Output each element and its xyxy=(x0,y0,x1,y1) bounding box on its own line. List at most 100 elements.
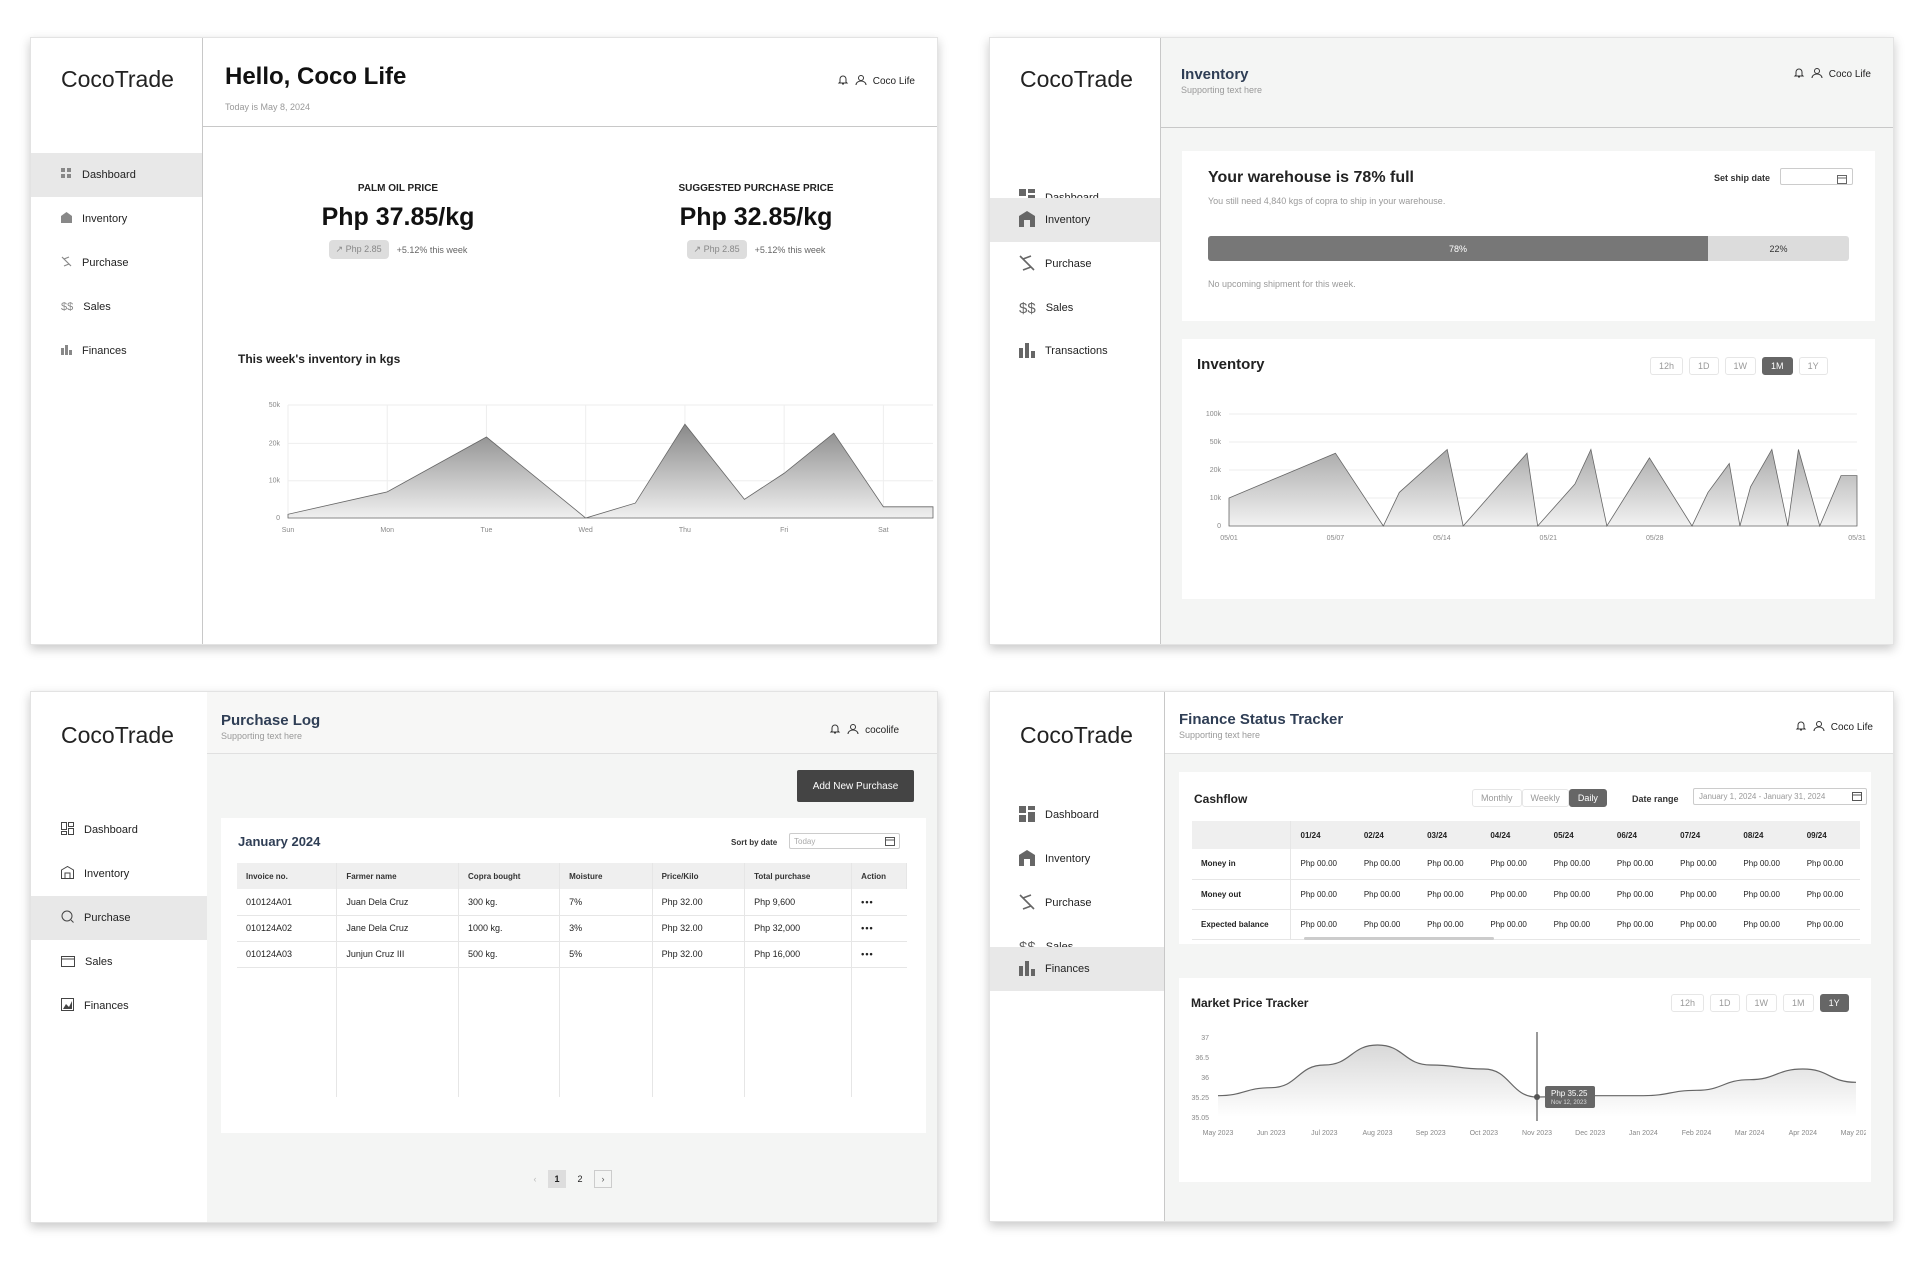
sidebar-item-label: Dashboard xyxy=(84,824,138,836)
column-header: Farmer name xyxy=(336,863,460,889)
page-button-2[interactable]: 2 xyxy=(577,1174,583,1184)
page-button-1[interactable]: 1 xyxy=(548,1170,566,1188)
range-selector: 12h 1D 1W 1M 1Y xyxy=(1650,357,1828,375)
sidebar-item-purchase[interactable]: Purchase xyxy=(31,241,202,285)
column-header: 08/24 xyxy=(1743,830,1764,840)
sidebar-item-inventory[interactable]: Inventory xyxy=(990,198,1160,242)
range-1w[interactable]: 1W xyxy=(1724,357,1757,375)
sort-label: Sort by date xyxy=(731,838,778,847)
row-label: Money in xyxy=(1192,849,1291,879)
date-text: Today is May 8, 2024 xyxy=(225,102,311,112)
table-cell: Php 00.00 xyxy=(1490,889,1527,899)
bell-icon[interactable] xyxy=(829,723,841,738)
table-cell: Php 00.00 xyxy=(1363,859,1401,869)
range-1d[interactable]: 1D xyxy=(1710,994,1740,1012)
date-range-input[interactable]: January 1, 2024 - January 31, 2024 xyxy=(1693,788,1867,805)
brand-logo: CocoTrade xyxy=(1020,722,1133,748)
sidebar-item-label: Dashboard xyxy=(82,169,136,181)
sidebar-item-purchase[interactable]: Purchase xyxy=(990,881,1164,925)
x-tick-label: Mar 2024 xyxy=(1735,1130,1765,1137)
y-tick-label: 10k xyxy=(269,478,281,485)
row-label: Money out xyxy=(1192,879,1291,909)
range-1w[interactable]: 1W xyxy=(1745,994,1778,1012)
range-1d[interactable]: 1D xyxy=(1689,357,1719,375)
user-name[interactable]: cocolife xyxy=(865,725,899,736)
range-12h[interactable]: 12h xyxy=(1650,357,1684,375)
range-12h[interactable]: 12h xyxy=(1671,994,1705,1012)
row-action-menu-icon[interactable]: ••• xyxy=(861,896,874,907)
sidebar-item-finances[interactable]: Finances xyxy=(990,947,1164,991)
sidebar-item-purchase[interactable]: Purchase xyxy=(31,896,207,940)
table-cell: 500 kg. xyxy=(458,941,561,967)
sidebar-item-transactions[interactable]: Transactions xyxy=(990,329,1160,373)
table-cell: Php 00.00 xyxy=(1616,889,1654,899)
user-name[interactable]: Coco Life xyxy=(872,76,915,87)
arrow-up-right-icon: ↗ xyxy=(335,244,344,254)
period-monthly[interactable]: Monthly xyxy=(1472,789,1522,807)
range-1m[interactable]: 1M xyxy=(1783,994,1814,1012)
inventory-window: CocoTrade Dashboard Inventory Purchase $… xyxy=(989,37,1894,645)
y-tick-label: 100k xyxy=(1206,411,1222,418)
price-value: Php 32.85/kg xyxy=(679,203,833,231)
period-daily[interactable]: Daily xyxy=(1568,789,1607,807)
range-1m[interactable]: 1M xyxy=(1762,357,1793,375)
row-action-menu-icon[interactable]: ••• xyxy=(861,949,874,959)
page-subtitle: Supporting text here xyxy=(1179,730,1261,740)
sidebar-item-label: Sales xyxy=(1045,302,1074,314)
sidebar-item-dashboard[interactable]: Dashboard xyxy=(31,808,207,852)
y-tick-label: 36.5 xyxy=(1195,1055,1209,1062)
x-tick-label: Aug 2023 xyxy=(1363,1130,1393,1137)
bell-icon[interactable] xyxy=(1793,67,1805,82)
table-row[interactable]: 010124A02 Jane Dela Cruz 1000 kg. 3% Php 32.… xyxy=(237,915,907,941)
sidebar-item-sales[interactable]: $$ Sales xyxy=(990,286,1160,330)
y-tick-label: 20k xyxy=(1210,467,1222,474)
add-new-purchase-button[interactable]: Add New Purchase xyxy=(797,770,914,802)
brand-logo: CocoTrade xyxy=(61,722,174,748)
sidebar-item-purchase[interactable]: Purchase xyxy=(990,242,1160,286)
table-cell: 010124A01 xyxy=(237,889,338,915)
chevron-right-icon[interactable]: › xyxy=(594,1170,612,1188)
shipment-note: No upcoming shipment for this week. xyxy=(1208,279,1356,289)
row-action-menu-icon[interactable]: ••• xyxy=(861,923,874,933)
dashboard-icon xyxy=(61,168,72,182)
table-cell: Php 00.00 xyxy=(1300,919,1337,929)
user-icon[interactable] xyxy=(1811,67,1823,82)
sidebar-item-inventory[interactable]: Inventory xyxy=(31,852,207,896)
user-icon[interactable] xyxy=(1813,720,1825,735)
sidebar-item-sales[interactable]: $$ Sales xyxy=(31,285,202,329)
table-cell: Php 00.00 xyxy=(1300,889,1337,899)
range-1y[interactable]: 1Y xyxy=(1819,994,1849,1012)
column-header: 05/24 xyxy=(1553,830,1574,840)
chevron-left-icon[interactable]: ‹ xyxy=(533,1174,537,1184)
price-delta: Php 2.85 xyxy=(345,244,382,254)
user-icon[interactable] xyxy=(855,74,867,89)
sidebar-item-dashboard[interactable]: Dashboard xyxy=(31,153,202,197)
inventory-main: Inventory Supporting text here Coco Life… xyxy=(1161,38,1893,644)
range-1y[interactable]: 1Y xyxy=(1798,357,1828,375)
sidebar-item-sales[interactable]: Sales xyxy=(31,940,207,984)
ship-date-input[interactable] xyxy=(1780,168,1853,185)
period-weekly[interactable]: Weekly xyxy=(1521,789,1569,807)
x-tick-label: Sun xyxy=(282,527,295,534)
bell-icon[interactable] xyxy=(1795,720,1807,735)
table-row[interactable]: 010124A01 Juan Dela Cruz 300 kg. 7% Php 32.0… xyxy=(237,889,907,915)
sidebar-item-label: Finances xyxy=(84,1000,129,1012)
sort-date-input[interactable]: Today xyxy=(789,833,900,849)
y-tick-label: 10k xyxy=(1210,495,1222,502)
sidebar-item-finances[interactable]: Finances xyxy=(31,984,207,1028)
table-row[interactable]: 010124A03 Junjun Cruz III 500 kg. 5% Php 32.… xyxy=(237,941,907,967)
bell-icon[interactable] xyxy=(837,74,849,89)
horizontal-scrollbar[interactable] xyxy=(1304,937,1494,940)
user-name[interactable]: Coco Life xyxy=(1830,722,1873,733)
column-header: 04/24 xyxy=(1490,830,1511,840)
sidebar-item-label: Purchase xyxy=(84,912,131,924)
user-name[interactable]: Coco Life xyxy=(1828,69,1871,80)
sidebar-item-inventory[interactable]: Inventory xyxy=(31,197,202,241)
sidebar-item-finances[interactable]: Finances xyxy=(31,329,202,373)
sidebar-item-inventory[interactable]: Inventory xyxy=(990,837,1164,881)
user-icon[interactable] xyxy=(847,723,859,738)
page-subtitle: Supporting text here xyxy=(221,731,303,741)
sidebar-item-dashboard[interactable]: Dashboard xyxy=(990,793,1164,837)
table-header-row: Invoice no. Farmer name Copra bought Moistu… xyxy=(237,863,907,889)
x-tick-label: 05/28 xyxy=(1646,535,1664,542)
